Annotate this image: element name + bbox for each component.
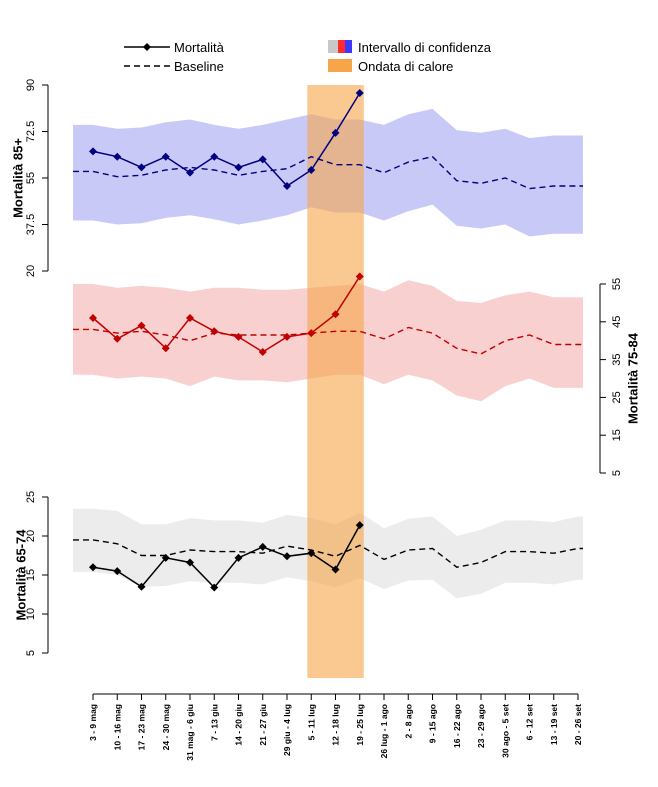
- x-tick-label: 26 lug - 1 ago: [379, 704, 389, 758]
- x-tick-label: 23 - 29 ago: [476, 704, 486, 748]
- legend-ci-swatch-red: [338, 40, 345, 53]
- p65-mortality-point-0: [89, 563, 97, 572]
- x-tick-label: 9 - 15 ago: [428, 704, 438, 743]
- legend-baseline-label: Baseline: [174, 59, 224, 74]
- p65-mortality-line: [92, 524, 361, 589]
- legend-mortality-marker: [143, 43, 151, 51]
- p85-mortality-point-6: [234, 163, 243, 172]
- p85-mortality-point-0: [89, 147, 97, 156]
- x-tick-label: 5 - 11 lug: [306, 704, 316, 740]
- x-tick-label: 12 - 18 lug: [331, 704, 341, 746]
- p75-y-tick-label: 25: [611, 391, 623, 403]
- p75-mortality-point-10: [331, 310, 340, 319]
- p75-y-tick-label: 35: [611, 353, 623, 365]
- p75-mortality-point-2: [137, 321, 146, 330]
- p85-mortality-point-2: [137, 163, 146, 172]
- p85-mortality-point-4: [186, 168, 194, 177]
- p85-y-tick-label: 20: [25, 265, 37, 277]
- p65-mortality-point-4: [186, 558, 194, 567]
- p85-y-title: Mortalità 85+: [11, 138, 26, 218]
- x-tick-label: 19 - 25 lug: [355, 704, 365, 746]
- p75-mortality-point-0: [89, 314, 97, 323]
- p65-y-tick-label: 15: [25, 569, 37, 581]
- p85-mortality-point-10: [331, 128, 340, 137]
- x-tick-label: 6 - 12 set: [525, 704, 535, 741]
- legend-ci-label: Intervallo di confidenza: [358, 40, 492, 55]
- p75-mortality-point-11: [355, 272, 364, 281]
- p75-mortality-point-3: [161, 344, 170, 353]
- x-tick-label: 13 - 19 set: [549, 704, 559, 745]
- legend-ci-swatch-grey: [328, 40, 338, 53]
- p65-y-tick-label: 25: [25, 491, 37, 503]
- x-tick-label: 3 - 9 mag: [88, 704, 98, 741]
- p65-mortality-point-11: [355, 521, 364, 530]
- x-tick-label: 29 giu - 4 lug: [282, 704, 292, 756]
- x-tick-label: 17 - 23 mag: [137, 704, 147, 750]
- axes: 20 37.5 55 72.5 90 Mortalità 85+ 5 15 25 35 45 55 Mo…: [11, 79, 641, 700]
- p75-mortality-point-9: [307, 329, 316, 338]
- p65-mortality-point-1: [113, 567, 122, 576]
- x-tick-labels: 3 - 9 mag 10 - 16 mag 17 - 23 mag 24 - 30 m…: [88, 704, 583, 761]
- p65-y-title: Mortalità 65-74: [14, 529, 29, 621]
- legend-ci-swatch-blue: [345, 40, 352, 53]
- x-tick-label: 24 - 30 mag: [161, 704, 171, 750]
- p85-y-tick-label: 72.5: [25, 121, 37, 142]
- p75-mortality-point-4: [186, 314, 194, 323]
- p75-y-tick-label: 15: [611, 429, 623, 441]
- p65-mortality-point-9: [307, 549, 316, 558]
- p75-mortality-line: [92, 275, 361, 353]
- legend-mortality-label: Mortalità: [174, 40, 225, 55]
- p65-mortality-point-3: [161, 553, 170, 562]
- p75-mortality-point-5: [210, 327, 219, 336]
- legend-heatwave-label: Ondata di calore: [358, 59, 453, 74]
- p85-mortality-point-8: [283, 181, 291, 190]
- p65-mortality-point-8: [283, 552, 291, 561]
- p85-mortality-point-7: [258, 155, 267, 164]
- p65-mortality-point-10: [331, 565, 340, 574]
- p75-mortality-point-8: [283, 332, 291, 341]
- p75-mortality-point-7: [258, 348, 267, 357]
- p75-mortality-point-1: [113, 334, 122, 343]
- p65-baseline-line: [73, 539, 583, 568]
- p85-mortality-point-9: [307, 166, 316, 175]
- x-tick-label: 7 - 13 giu: [209, 704, 219, 741]
- p65-mortality-point-7: [258, 542, 267, 551]
- x-tick-label: 10 - 16 mag: [112, 704, 122, 750]
- p85-mortality-point-3: [161, 152, 170, 161]
- x-tick-label: 30 ago - 5 set: [500, 704, 510, 758]
- x-tick-label: 31 mag - 6 giu: [185, 704, 195, 761]
- p85-y-tick-label: 90: [25, 79, 37, 91]
- p75-mortality-point-6: [234, 332, 243, 341]
- x-tick-label: 16 - 22 ago: [452, 704, 462, 748]
- p65-mortality-point-2: [137, 582, 146, 591]
- p75-baseline-line: [73, 326, 583, 355]
- p65-y-tick-label: 20: [25, 530, 37, 542]
- legend: Mortalità Baseline Intervallo di confide…: [124, 40, 492, 74]
- legend-heatwave-swatch: [328, 59, 352, 72]
- p75-y-title: Mortalità 75-84: [626, 332, 641, 424]
- p65-y-tick-label: 5: [25, 650, 37, 656]
- p65-y-tick-label: 10: [25, 608, 37, 620]
- p85-mortality-point-11: [355, 88, 364, 97]
- p85-mortality-point-1: [113, 152, 122, 161]
- x-tick-label: 2 - 8 ago: [403, 704, 413, 738]
- p65-mortality-point-5: [210, 583, 219, 592]
- series-lines: [73, 88, 583, 592]
- p75-y-tick-label: 45: [611, 316, 623, 328]
- x-tick-label: 21 - 27 giu: [258, 704, 268, 746]
- p75-y-tick-label: 5: [611, 470, 623, 476]
- p85-y-tick-label: 37.5: [25, 214, 37, 235]
- p75-y-tick-label: 55: [611, 278, 623, 290]
- x-tick-label: 20 - 26 set: [573, 704, 583, 745]
- heatwave-band: [307, 85, 364, 678]
- p85-mortality-point-5: [210, 152, 219, 161]
- x-tick-label: 14 - 20 giu: [234, 704, 244, 746]
- p65-mortality-point-6: [234, 553, 243, 562]
- p85-mortality-line: [92, 92, 361, 187]
- p85-y-tick-label: 55: [25, 172, 37, 184]
- p85-baseline-line: [73, 155, 583, 190]
